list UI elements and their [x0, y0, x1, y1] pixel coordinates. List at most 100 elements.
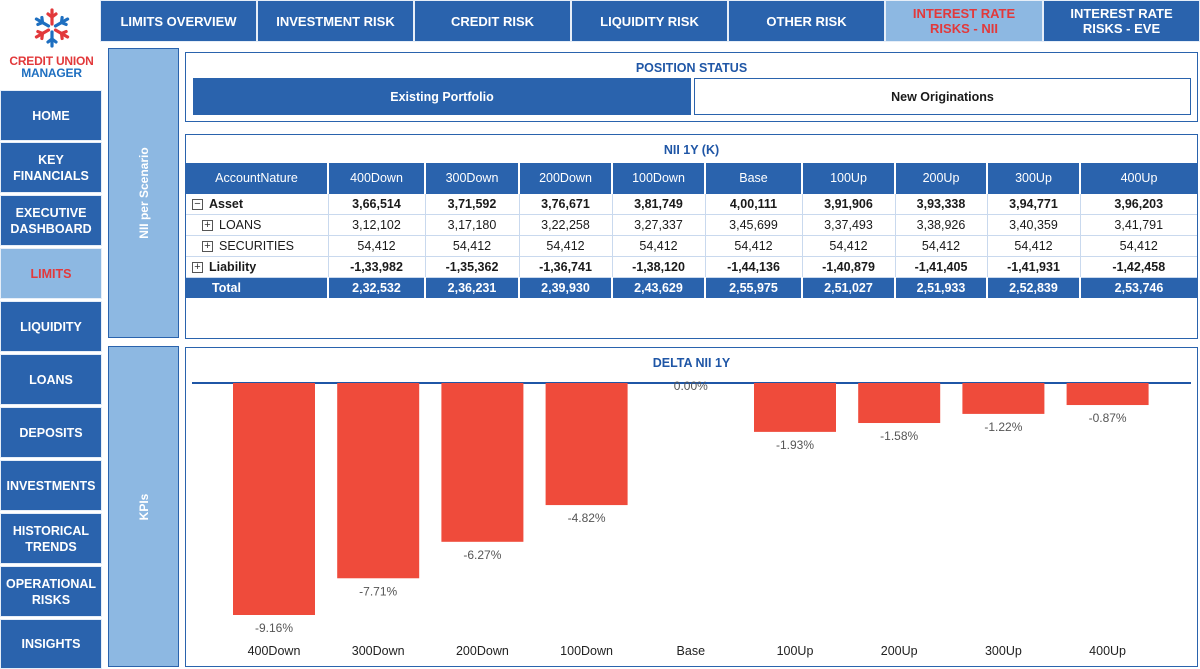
table-cell: -1,41,931 — [987, 256, 1081, 278]
sidebar-item-insights[interactable]: INSIGHTS — [0, 619, 102, 669]
table-cell: 3,96,203 — [1080, 192, 1197, 215]
table-cell: 54,412 — [1080, 235, 1197, 257]
table-cell: -1,40,879 — [802, 256, 896, 278]
position-status-title: POSITION STATUS — [635, 61, 748, 75]
nii-per-scenario-label: NII per Scenario — [136, 147, 151, 239]
table-cell: 54,412 — [425, 235, 520, 257]
table-cell: 3,40,359 — [987, 214, 1081, 236]
table-cell: 3,91,906 — [802, 192, 896, 215]
tab-other-risk[interactable]: OTHER RISK — [728, 0, 885, 42]
table-cell: 54,412 — [705, 235, 803, 257]
tab-interest-rate-nii[interactable]: INTEREST RATE RISKS - NII — [885, 0, 1043, 42]
category-label-100Up: 100Up — [777, 644, 814, 658]
table-cell: 54,412 — [802, 235, 896, 257]
row-label-cell: + LOANS — [186, 214, 329, 236]
table-cell: 3,41,791 — [1080, 214, 1197, 236]
bar-400Down[interactable] — [233, 383, 315, 615]
bar-100Up[interactable] — [754, 383, 836, 432]
bar-100Down[interactable] — [545, 383, 628, 506]
column-header[interactable]: 100Down — [612, 163, 706, 193]
expand-icon[interactable]: + — [202, 240, 213, 252]
table-cell: -1,44,136 — [705, 256, 803, 278]
expand-icon[interactable]: + — [192, 261, 203, 273]
table-row-asset: − Asset 3,66,514 3,71,592 3,76,671 3,81,7… — [186, 192, 1197, 215]
table-cell: 2,51,933 — [895, 277, 988, 298]
table-cell: 3,38,926 — [895, 214, 988, 236]
nii-per-scenario-panel[interactable]: NII per Scenario — [108, 48, 179, 338]
kpis-label: KPIs — [136, 493, 151, 520]
collapse-icon[interactable]: − — [192, 198, 203, 210]
column-header[interactable]: 300Up — [987, 163, 1081, 193]
new-originations-button[interactable]: New Originations — [694, 78, 1191, 115]
table-row-total: Total 2,32,532 2,36,231 2,39,930 2,43,62… — [186, 277, 1197, 298]
bar-label-300Down: -7.71% — [359, 584, 397, 598]
row-label: Asset — [209, 196, 244, 211]
tab-liquidity-risk[interactable]: LIQUIDITY RISK — [571, 0, 728, 42]
table-cell: -1,35,362 — [425, 256, 520, 278]
column-header[interactable]: 400Down — [328, 163, 426, 193]
nii-table: AccountNature 400Down 300Down 200Down 10… — [186, 163, 1197, 298]
table-cell: 3,45,699 — [705, 214, 803, 236]
table-cell: 3,71,592 — [425, 192, 520, 215]
column-header[interactable]: 200Down — [519, 163, 613, 193]
table-cell: 54,412 — [895, 235, 988, 257]
chart-title: DELTA NII 1Y — [652, 356, 731, 370]
category-label-200Down: 200Down — [456, 644, 509, 658]
nii-table-panel: NII 1Y (K) AccountNature 400Down 300Down… — [185, 134, 1198, 339]
brand-logo: CREDIT UNION MANAGER — [0, 0, 103, 88]
table-row-loans: + LOANS 3,12,102 3,17,180 3,22,258 3,27,3… — [186, 214, 1197, 236]
bar-300Down[interactable] — [337, 383, 420, 579]
column-header[interactable]: 400Up — [1080, 163, 1197, 193]
sidebar-item-operational-risks[interactable]: OPERATIONAL RISKS — [0, 566, 102, 617]
column-header[interactable]: 100Up — [802, 163, 896, 193]
tab-credit-risk[interactable]: CREDIT RISK — [414, 0, 571, 42]
kpis-panel[interactable]: KPIs — [108, 346, 179, 667]
sidebar-item-historical-trends[interactable]: HISTORICAL TRENDS — [0, 513, 102, 564]
table-row-securities: + SECURITIES 54,412 54,412 54,412 54,412 … — [186, 235, 1197, 257]
sidebar-item-key-financials[interactable]: KEY FINANCIALS — [0, 142, 102, 193]
tab-limits-overview[interactable]: LIMITS OVERVIEW — [100, 0, 257, 42]
table-cell: 4,00,111 — [705, 192, 803, 215]
table-cell: 3,81,749 — [612, 192, 706, 215]
table-cell: 3,22,258 — [519, 214, 613, 236]
sidebar-item-investments[interactable]: INVESTMENTS — [0, 460, 102, 511]
tab-investment-risk[interactable]: INVESTMENT RISK — [257, 0, 414, 42]
column-header[interactable]: Base — [705, 163, 803, 193]
table-cell: 2,43,629 — [612, 277, 706, 298]
sidebar-item-liquidity[interactable]: LIQUIDITY — [0, 301, 102, 352]
existing-portfolio-button[interactable]: Existing Portfolio — [193, 78, 691, 115]
bar-label-400Down: -9.16% — [255, 621, 293, 635]
table-cell: 3,94,771 — [987, 192, 1081, 215]
table-cell: 54,412 — [328, 235, 426, 257]
sidebar-item-executive-dashboard[interactable]: EXECUTIVE DASHBOARD — [0, 195, 102, 246]
table-cell: -1,42,458 — [1080, 256, 1197, 278]
expand-icon[interactable]: + — [202, 219, 213, 231]
delta-nii-chart-panel: DELTA NII 1Y -9.16% -7.71% -6.27% -4.82% 0.0… — [185, 347, 1198, 667]
sidebar-item-deposits[interactable]: DEPOSITS — [0, 407, 102, 458]
category-label-400Down: 400Down — [248, 644, 301, 658]
table-cell: 2,52,839 — [987, 277, 1081, 298]
table-cell: -1,41,405 — [895, 256, 988, 278]
table-cell: 2,53,746 — [1080, 277, 1197, 298]
sidebar-item-loans[interactable]: LOANS — [0, 354, 102, 405]
tab-interest-rate-eve[interactable]: INTEREST RATE RISKS - EVE — [1043, 0, 1200, 42]
column-header[interactable]: 200Up — [895, 163, 988, 193]
table-cell: 3,17,180 — [425, 214, 520, 236]
bar-label-100Down: -4.82% — [568, 511, 606, 525]
position-status-panel: POSITION STATUS Existing Portfolio New O… — [185, 52, 1198, 122]
table-cell: 3,12,102 — [328, 214, 426, 236]
row-label-cell: + SECURITIES — [186, 235, 329, 257]
sidebar-item-home[interactable]: HOME — [0, 90, 102, 141]
column-header[interactable]: AccountNature — [186, 163, 329, 193]
bar-200Down[interactable] — [441, 383, 524, 542]
bar-400Up[interactable] — [1066, 383, 1149, 406]
sidebar-item-limits[interactable]: LIMITS — [0, 248, 102, 299]
row-label-cell: − Asset — [186, 192, 329, 215]
bar-300Up[interactable] — [962, 383, 1045, 414]
column-header[interactable]: 300Down — [425, 163, 520, 193]
row-label: Liability — [209, 259, 257, 274]
bar-200Up[interactable] — [858, 383, 941, 424]
bar-label-400Up: -0.87% — [1089, 411, 1127, 425]
row-label: LOANS — [219, 217, 262, 232]
snowflake-logo-icon — [34, 8, 69, 48]
